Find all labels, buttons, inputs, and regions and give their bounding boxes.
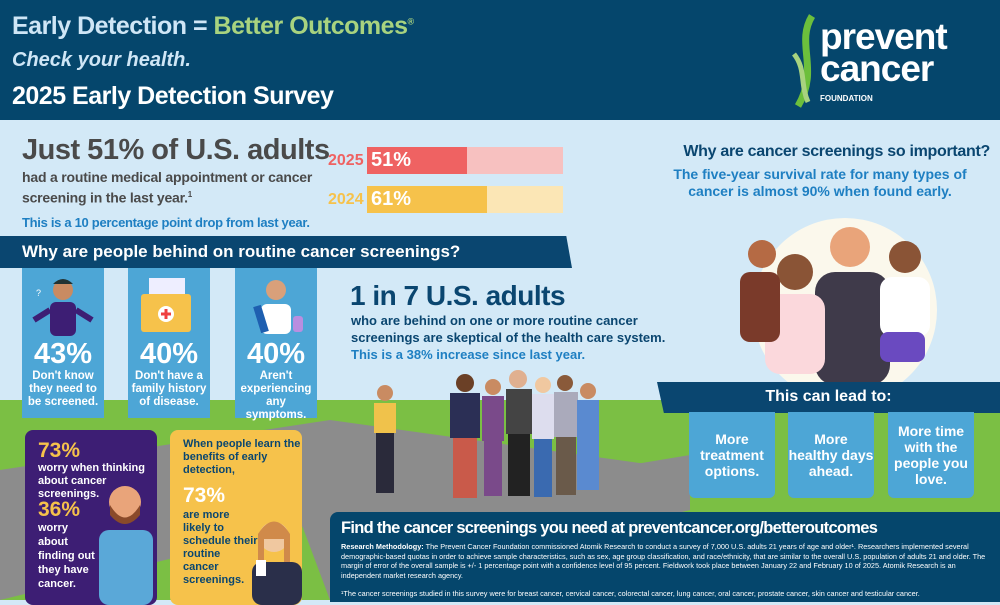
bar-2024: 61% (367, 186, 563, 213)
bar-2025: 51% (367, 147, 563, 174)
family-illustration (740, 218, 937, 385)
worry-box: 73% worry when thinking about cancer scr… (25, 430, 157, 605)
outcomes-heading: This can lead to: (657, 382, 1000, 413)
reason-label: Don't have a family history of disease. (131, 370, 207, 408)
header-banner (0, 0, 1000, 120)
benefits-intro: When people learn the benefits of early … (183, 438, 301, 476)
reason-pct: 40% (139, 338, 199, 370)
importance-text: The five-year survival rate for many typ… (673, 166, 967, 199)
outcome-card: More time with the people you love. (888, 412, 974, 498)
bar-year-2025: 2025 (328, 152, 364, 169)
page-subtitle: Check your health. (12, 49, 191, 71)
headline-stat-text: had a routine medical appointment or can… (22, 169, 313, 206)
bar-year-2024: 2024 (328, 191, 364, 208)
outcome-card: More treatment options. (689, 412, 775, 498)
reason-label: Aren't experiencing any symptoms. (240, 370, 312, 421)
prevent-cancer-logo: prevent cancer FOUNDATION (790, 14, 980, 109)
benefits-text: are more likely to schedule their routin… (183, 509, 258, 586)
worried-man-illustration (99, 486, 153, 605)
reason-pct: 40% (246, 338, 306, 370)
reason-pct: 43% (33, 338, 93, 370)
skeptical-stat-title: 1 in 7 U.S. adults (350, 280, 566, 311)
reason-label: Don't know they need to be screened. (27, 370, 99, 408)
reason-card: 40% Aren't experiencing any symptoms. (235, 268, 317, 421)
page-tagline: Early Detection = Better Outcomes® (12, 12, 414, 40)
outcome-card: More healthy days ahead. (788, 412, 874, 498)
reason-card: ? 43% Don't know they need to be screene… (22, 268, 104, 418)
worry-stat-1: 73% (38, 439, 81, 462)
bar-fill-2024: 61% (367, 186, 487, 213)
benefits-box: When people learn the benefits of early … (170, 430, 302, 605)
headline-stat-title: Just 51% of U.S. adults (22, 134, 330, 166)
bar-fill-2025: 51% (367, 147, 467, 174)
worry-text-1: worry when thinking about cancer screeni… (38, 462, 145, 500)
page-title: 2025 Early Detection Survey (12, 82, 334, 110)
medical-folder-icon (141, 278, 191, 332)
headline-stat-note: This is a 10 percentage point drop from … (22, 215, 310, 230)
woman-with-phone-illustration (252, 521, 302, 605)
reason-card: 40% Don't have a family history of disea… (128, 268, 210, 418)
importance-heading: Why are cancer screenings so important? (683, 143, 990, 160)
skeptical-stat-text: who are behind on one or more routine ca… (351, 313, 666, 362)
svg-text:?: ? (36, 288, 41, 298)
confused-person-icon: ? (32, 279, 94, 336)
reasons-heading: Why are people behind on routine cancer … (0, 236, 572, 268)
footer-panel: Find the cancer screenings you need at p… (330, 512, 1000, 602)
methodology-text: Research Methodology: The Prevent Cancer… (341, 542, 986, 580)
footnote-text: ¹The cancer screenings studied in this s… (341, 589, 920, 598)
crowd-illustration (374, 370, 599, 498)
benefits-stat: 73% (183, 484, 226, 507)
worry-stat-2: 36% (38, 498, 81, 521)
worry-text-2: worry about finding out they have cancer… (38, 522, 95, 590)
footer-cta-link[interactable]: Find the cancer screenings you need at p… (341, 519, 878, 537)
athlete-person-icon (253, 280, 303, 334)
ribbon-icon (791, 14, 816, 108)
